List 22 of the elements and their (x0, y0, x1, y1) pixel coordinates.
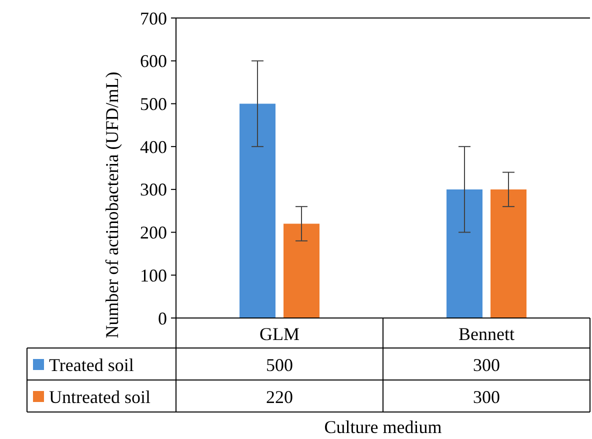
data-label: 300 (473, 355, 500, 375)
data-label: 300 (473, 387, 500, 407)
x-tick-label: Bennett (458, 324, 514, 344)
bar (490, 189, 526, 318)
bar (284, 224, 320, 318)
y-tick-label: 400 (140, 136, 167, 157)
y-tick-label: 100 (140, 265, 167, 286)
y-tick-label: 500 (140, 94, 167, 114)
y-axis-title: Number of actinobacteria (UFD/mL) (102, 72, 122, 338)
legend-label: Untreated soil (49, 387, 150, 407)
x-tick-label: GLM (260, 324, 300, 344)
y-tick-label: 700 (140, 8, 167, 28)
bar (240, 104, 276, 318)
legend-label: Treated soil (49, 355, 134, 375)
bar (446, 189, 482, 318)
data-label: 500 (266, 355, 293, 375)
y-tick-label: 600 (140, 51, 167, 72)
y-tick-label: 200 (140, 222, 167, 243)
y-tick-label: 0 (158, 308, 167, 328)
y-tick-label: 300 (140, 180, 167, 200)
data-label: 220 (266, 387, 293, 407)
x-axis-title: Culture medium (324, 417, 442, 437)
